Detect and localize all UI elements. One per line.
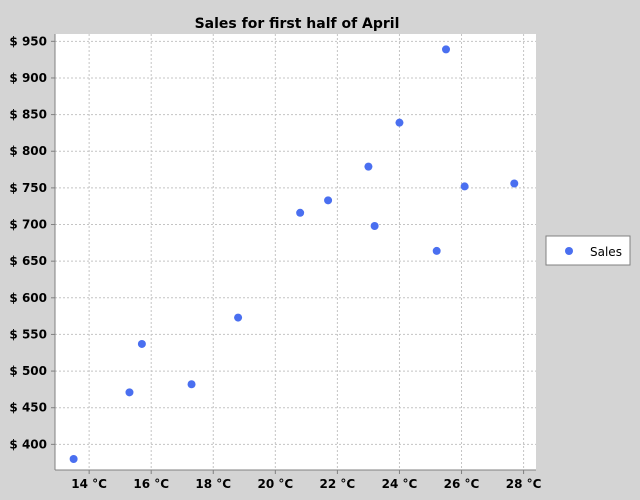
data-point bbox=[432, 246, 441, 255]
x-tick-label: 18 °C bbox=[195, 477, 231, 491]
y-tick-label: $ 900 bbox=[9, 71, 47, 85]
y-tick-label: $ 550 bbox=[9, 327, 47, 341]
legend-marker bbox=[565, 247, 573, 255]
y-tick-label: $ 950 bbox=[9, 34, 47, 48]
x-tick-label: 20 °C bbox=[257, 477, 293, 491]
data-point bbox=[395, 118, 404, 127]
data-point bbox=[234, 313, 243, 322]
y-tick-label: $ 650 bbox=[9, 254, 47, 268]
x-tick-label: 16 °C bbox=[133, 477, 169, 491]
x-tick-label: 26 °C bbox=[444, 477, 480, 491]
axes: 14 °C 16 °C 18 °C 20 °C 22 °C 24 °C 26 °C 28 °C… bbox=[9, 34, 542, 491]
y-tick-label: $ 800 bbox=[9, 144, 47, 158]
data-point bbox=[69, 455, 78, 464]
data-point bbox=[324, 196, 333, 205]
data-point bbox=[510, 179, 519, 188]
x-tick-label: 24 °C bbox=[382, 477, 418, 491]
plot-area bbox=[55, 34, 536, 470]
legend-box bbox=[545, 235, 631, 266]
data-point bbox=[460, 182, 469, 191]
legend-label: Sales bbox=[590, 245, 622, 259]
data-point bbox=[370, 221, 379, 230]
data-point bbox=[187, 380, 196, 389]
grid bbox=[55, 34, 536, 470]
y-tick-label: $ 700 bbox=[9, 218, 47, 232]
y-tick-label: $ 450 bbox=[9, 401, 47, 415]
chart-title: Sales for first half of April bbox=[195, 16, 400, 32]
data-point bbox=[296, 208, 305, 217]
legend: Sales bbox=[545, 235, 631, 266]
x-tick-label: 22 °C bbox=[320, 477, 356, 491]
y-tick-label: $ 750 bbox=[9, 181, 47, 195]
y-tick-label: $ 500 bbox=[9, 364, 47, 378]
data-point bbox=[442, 45, 451, 54]
x-tick-label: 28 °C bbox=[506, 477, 542, 491]
y-tick-label: $ 850 bbox=[9, 108, 47, 122]
data-point bbox=[137, 339, 146, 348]
data-point bbox=[364, 162, 373, 171]
data-points bbox=[69, 45, 519, 464]
y-tick-label: $ 400 bbox=[9, 437, 47, 451]
x-tick-label: 14 °C bbox=[71, 477, 107, 491]
y-tick-label: $ 600 bbox=[9, 291, 47, 305]
data-point bbox=[125, 388, 134, 397]
